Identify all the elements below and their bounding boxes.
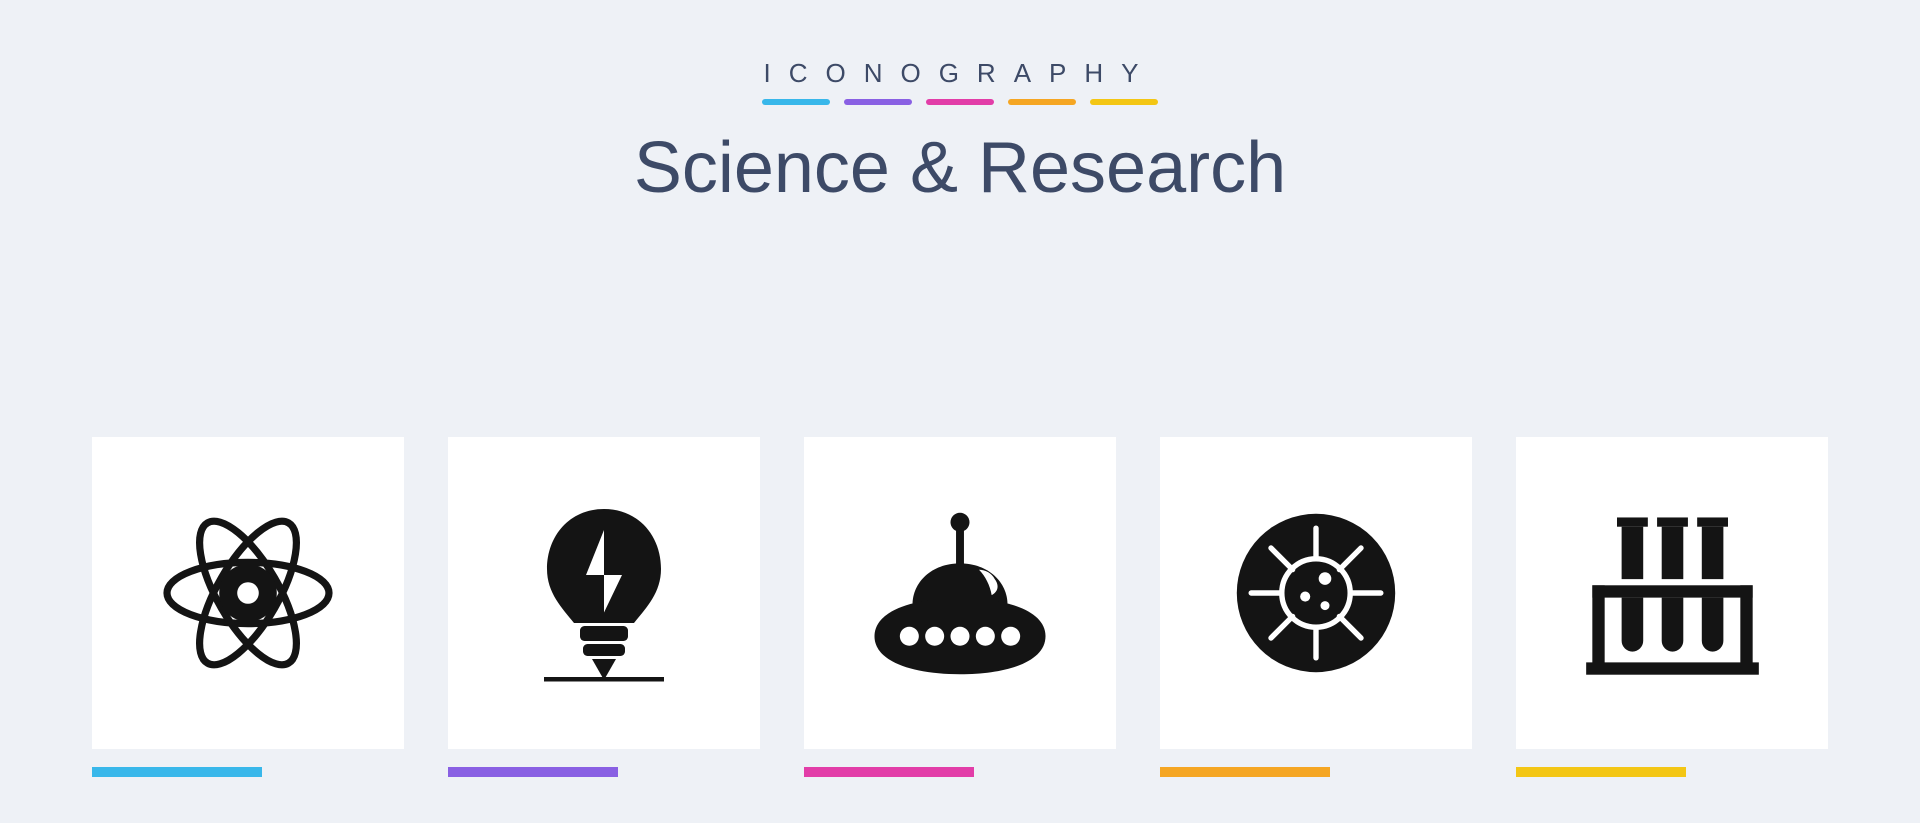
underline-seg-2 bbox=[926, 99, 994, 105]
test-tubes-icon bbox=[1577, 498, 1767, 688]
icon-card-lightbulb bbox=[448, 437, 760, 749]
card-accent-4 bbox=[1516, 767, 1686, 777]
underline-seg-1 bbox=[844, 99, 912, 105]
underline-seg-4 bbox=[1090, 99, 1158, 105]
underline-strip bbox=[0, 99, 1920, 105]
lightbulb-icon bbox=[509, 498, 699, 688]
icon-card-atom bbox=[92, 437, 404, 749]
underline-seg-0 bbox=[762, 99, 830, 105]
atom-icon bbox=[153, 498, 343, 688]
icon-row bbox=[0, 437, 1920, 749]
card-accent-0 bbox=[92, 767, 262, 777]
ufo-icon bbox=[865, 498, 1055, 688]
icon-card-ufo bbox=[804, 437, 1116, 749]
overline: ICONOGRAPHY bbox=[0, 58, 1920, 89]
icon-card-test-tubes bbox=[1516, 437, 1828, 749]
card-accent-1 bbox=[448, 767, 618, 777]
bacteria-icon bbox=[1221, 498, 1411, 688]
underline-seg-3 bbox=[1008, 99, 1076, 105]
page-title: Science & Research bbox=[0, 127, 1920, 209]
icon-card-bacteria bbox=[1160, 437, 1472, 749]
header: ICONOGRAPHY Science & Research bbox=[0, 0, 1920, 209]
card-accent-2 bbox=[804, 767, 974, 777]
card-accent-3 bbox=[1160, 767, 1330, 777]
